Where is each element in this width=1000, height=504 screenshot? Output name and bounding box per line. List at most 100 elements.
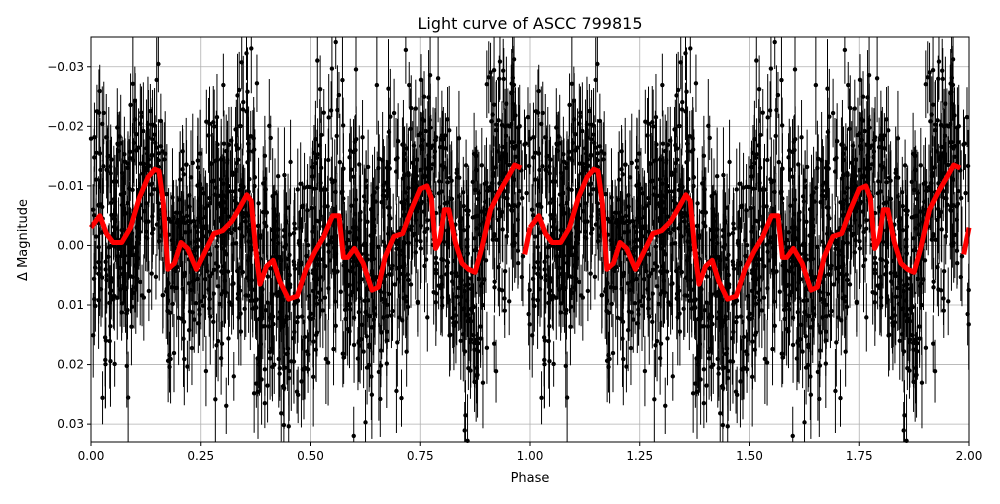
data-point [877,205,881,209]
data-point [750,271,754,275]
data-point [533,234,537,238]
data-point [444,272,448,276]
data-point [788,167,792,171]
data-point [349,167,353,171]
data-point [170,285,174,289]
data-point [141,162,145,166]
data-point [780,355,784,359]
data-point [787,302,791,306]
data-point [695,224,699,228]
data-point [902,349,906,353]
data-point [201,234,205,238]
chart-title: Light curve of ASCC 799815 [417,14,642,33]
data-point [301,204,305,208]
data-point [731,221,735,225]
data-point [556,275,560,279]
data-point [638,299,642,303]
data-point [352,434,356,438]
data-point [136,145,140,149]
data-point [335,108,339,112]
data-point [450,197,454,201]
data-point [824,314,828,318]
data-point [492,285,496,289]
data-point [498,59,502,63]
data-point [282,173,286,177]
data-point [901,228,905,232]
data-point [785,238,789,242]
data-point [492,68,496,72]
data-point [695,390,699,394]
data-point [873,261,877,265]
data-point [833,389,837,393]
data-point [204,369,208,373]
data-point [362,194,366,198]
data-point [187,328,191,332]
data-point [564,311,568,315]
data-point [201,303,205,307]
data-point [642,277,646,281]
data-point [651,291,655,295]
data-point [797,218,801,222]
data-point [752,137,756,141]
data-point [780,123,784,127]
data-point [796,310,800,314]
data-point [367,345,371,349]
data-point [372,228,376,232]
data-point [463,349,467,353]
data-point [197,308,201,312]
data-point [771,246,775,250]
data-point [221,181,225,185]
data-point [622,230,626,234]
data-point [455,295,459,299]
data-point [396,266,400,270]
data-point [660,264,664,268]
data-point [845,305,849,309]
data-point [574,277,578,281]
data-point [109,201,113,205]
data-point [532,304,536,308]
data-point [490,181,494,185]
data-point [886,128,890,132]
data-point [473,248,477,252]
data-point [388,114,392,118]
data-point [668,138,672,142]
data-point [658,235,662,239]
data-point [326,242,330,246]
data-point [658,204,662,208]
data-point [113,212,117,216]
data-point [897,302,901,306]
data-point [419,246,423,250]
data-point [126,261,130,265]
data-point [542,267,546,271]
data-point [731,263,735,267]
data-point [839,249,843,253]
data-point [676,88,680,92]
data-point [105,154,109,158]
data-point [562,286,566,290]
data-point [474,226,478,230]
data-point [567,274,571,278]
data-point [517,140,521,144]
data-point [835,139,839,143]
data-point [843,190,847,194]
data-point [620,149,624,153]
data-point [103,358,107,362]
data-point [241,270,245,274]
data-point [797,268,801,272]
data-point [91,333,95,337]
data-point [128,274,132,278]
data-point [763,357,767,361]
data-point [913,168,917,172]
data-point [372,257,376,261]
data-point [912,236,916,240]
data-point [282,245,286,249]
data-point [332,246,336,250]
data-point [725,257,729,261]
data-point [609,195,613,199]
data-point [955,261,959,265]
data-point [618,236,622,240]
data-point [761,110,765,114]
data-point [698,377,702,381]
data-point [558,141,562,145]
data-point [654,115,658,119]
